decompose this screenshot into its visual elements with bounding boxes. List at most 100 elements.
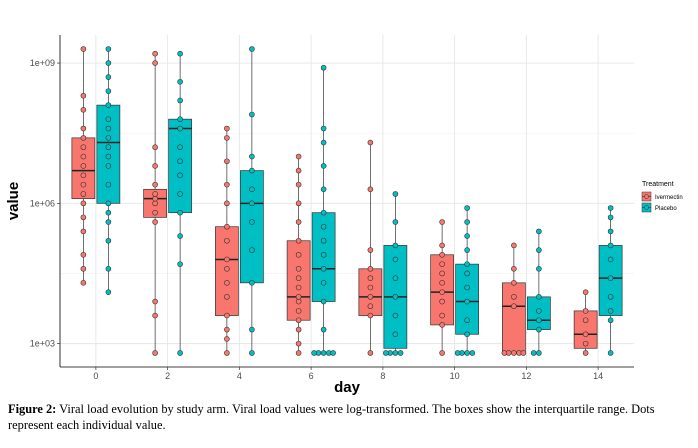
data-point [295, 284, 302, 291]
data-point [177, 125, 183, 132]
data-point [295, 317, 302, 324]
legend-label: Placebo [655, 206, 677, 212]
data-point [607, 228, 614, 235]
data-point [439, 219, 445, 225]
data-point [464, 233, 470, 239]
data-point [249, 200, 255, 207]
data-point [582, 308, 589, 314]
data-point [464, 331, 470, 338]
data-point [295, 350, 302, 356]
data-point [320, 251, 327, 258]
data-point [224, 312, 230, 319]
data-point [607, 256, 614, 263]
data-point [464, 219, 470, 225]
data-point [152, 298, 158, 305]
data-point [439, 350, 445, 356]
data-point [320, 139, 327, 146]
data-point [464, 317, 470, 324]
data-point [177, 50, 183, 57]
data-point [392, 191, 399, 197]
data-point [295, 237, 302, 244]
x-tick-label: 2 [165, 371, 170, 381]
data-point [511, 280, 517, 286]
data-point [367, 139, 374, 146]
data-point [105, 135, 112, 141]
data-point [367, 266, 374, 272]
data-point [80, 214, 87, 221]
data-point [224, 336, 230, 342]
data-point [80, 228, 87, 235]
data-point [224, 350, 230, 356]
data-point [105, 219, 112, 225]
data-point [367, 350, 374, 356]
legend-key [641, 202, 652, 213]
data-point [224, 256, 230, 263]
data-point [105, 46, 112, 52]
data-point [105, 144, 112, 151]
data-point [105, 163, 112, 169]
data-point [367, 294, 374, 300]
data-point [607, 350, 614, 356]
data-point [177, 116, 183, 122]
data-point [295, 200, 302, 207]
data-point [177, 191, 183, 197]
data-point [511, 303, 517, 310]
data-point [454, 350, 461, 356]
box-iqr [502, 282, 526, 354]
data-point [224, 266, 230, 272]
data-point [582, 340, 589, 347]
data-point [330, 350, 336, 356]
data-point [80, 153, 87, 160]
data-point [295, 266, 302, 272]
data-point [80, 92, 87, 99]
data-point [320, 64, 327, 71]
data-point [295, 294, 302, 300]
data-point [249, 153, 255, 160]
data-point [80, 181, 87, 188]
data-point [152, 312, 158, 319]
data-point [105, 289, 112, 295]
x-tick-label: 8 [380, 371, 385, 381]
data-point [152, 350, 158, 356]
data-point [511, 266, 517, 272]
data-point [439, 242, 445, 249]
data-point [320, 125, 327, 132]
data-point [80, 172, 87, 179]
points-layer [80, 46, 614, 356]
data-point [320, 209, 327, 216]
data-point [511, 294, 517, 300]
data-point [249, 350, 255, 356]
data-point [80, 135, 87, 141]
data-point [536, 326, 542, 333]
data-point [607, 308, 614, 314]
data-point [320, 237, 327, 244]
data-point [320, 266, 327, 272]
figure-caption: Figure 2: Viral load evolution by study … [8, 401, 688, 433]
legend: Treatment Ivermectin Placebo [641, 181, 683, 213]
data-point [367, 312, 374, 319]
data-point [582, 350, 589, 356]
data-point [105, 125, 112, 132]
data-point [295, 181, 302, 188]
data-point [320, 350, 327, 356]
data-point [177, 78, 183, 85]
x-tick-label: 14 [593, 371, 603, 381]
data-point [536, 308, 542, 314]
data-point [501, 350, 508, 356]
data-point [177, 158, 183, 165]
x-axis-ticks: 0 2 4 6 8 10 12 14 [93, 367, 603, 381]
data-point [224, 280, 230, 286]
data-point [80, 163, 87, 169]
data-point [224, 326, 230, 333]
data-point [520, 350, 527, 356]
data-point [105, 153, 112, 160]
data-point [511, 242, 517, 249]
data-point [295, 251, 302, 258]
data-point [249, 167, 255, 174]
y-tick-label: 1e+09 [30, 58, 55, 68]
data-point [464, 205, 470, 211]
data-point [80, 191, 87, 197]
data-point [439, 298, 445, 305]
data-point [249, 186, 255, 193]
data-point [105, 102, 112, 108]
